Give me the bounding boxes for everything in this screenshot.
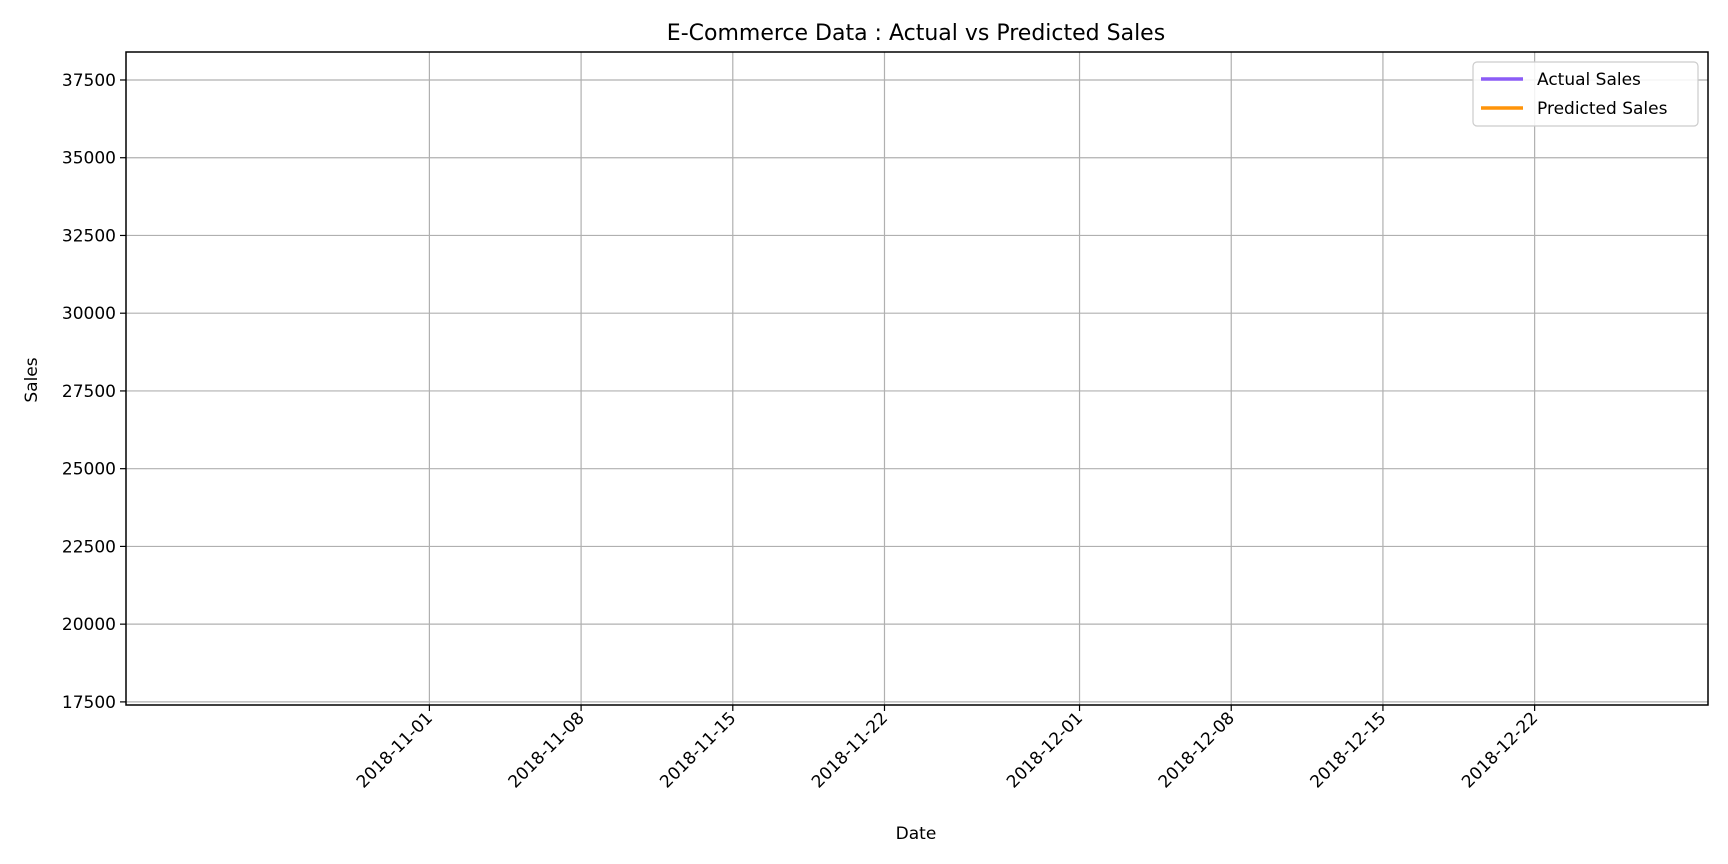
y-tick-label: 32500 [62,226,116,246]
legend-label: Predicted Sales [1537,99,1668,119]
grid [126,52,1708,705]
y-tick-label: 35000 [62,149,116,169]
legend: Actual Sales Predicted Sales [1472,61,1699,127]
x-axis-label: Date [896,824,937,844]
y-tick-label: 30000 [62,304,116,324]
x-tick-label: 2018-12-08 [1155,708,1239,792]
y-axis: 17500 20000 22500 25000 27500 30000 32500 35000… [62,71,126,713]
x-tick-label: 2018-12-15 [1306,708,1390,792]
x-tick-label: 2018-11-22 [808,708,892,792]
y-tick-label: 22500 [62,537,116,557]
x-tick-label: 2018-12-01 [1003,708,1087,792]
x-axis: 2018-11-01 2018-11-08 2018-11-15 2018-11-22… [353,705,1542,792]
y-tick-label: 20000 [62,615,116,635]
plot-frame [125,51,1709,706]
x-tick-label: 2018-11-15 [656,708,740,792]
x-tick-label: 2018-11-08 [505,708,589,792]
legend-label: Actual Sales [1537,70,1641,90]
y-tick-label: 25000 [62,460,116,480]
y-tick-label: 27500 [62,382,116,402]
legend-box [1472,61,1699,127]
x-tick-label: 2018-12-22 [1458,708,1542,792]
y-axis-label: Sales [22,357,42,402]
y-tick-label: 17500 [62,693,116,713]
chart-title: E-Commerce Data : Actual vs Predicted Sa… [667,21,1165,46]
x-tick-label: 2018-11-01 [353,708,437,792]
y-tick-label: 37500 [62,71,116,91]
